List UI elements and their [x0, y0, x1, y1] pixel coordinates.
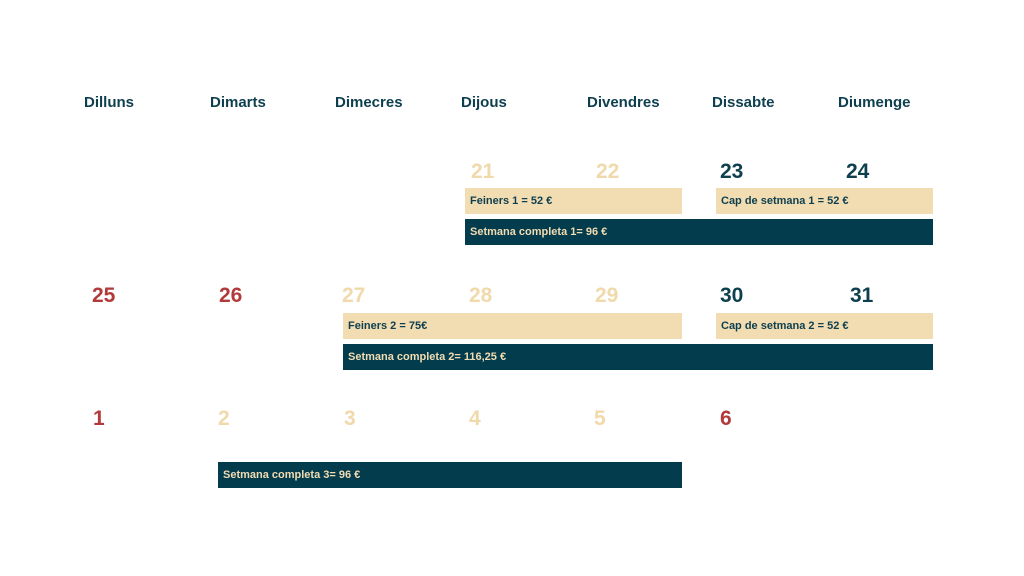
weekday-tuesday: Dimarts	[210, 94, 266, 111]
setmana-completa-2-bar: Setmana completa 2= 116,25 €	[343, 344, 933, 370]
weekday-wednesday: Dimecres	[335, 94, 403, 111]
feiners-2-bar: Feiners 2 = 75€	[343, 313, 682, 339]
day-number: 6	[720, 407, 732, 430]
cap-setmana-1-bar: Cap de setmana 1 = 52 €	[716, 188, 933, 214]
day-number: 23	[720, 160, 744, 183]
day-number: 28	[469, 284, 493, 307]
day-number: 31	[850, 284, 874, 307]
day-number: 24	[846, 160, 870, 183]
weekday-monday: Dilluns	[84, 94, 135, 111]
weekday-friday: Divendres	[587, 94, 660, 111]
day-number: 22	[596, 160, 620, 183]
day-number: 21	[471, 160, 495, 183]
day-number: 27	[342, 284, 366, 307]
day-number: 3	[344, 407, 356, 430]
setmana-completa-3-bar: Setmana completa 3= 96 €	[218, 462, 682, 488]
weekday-saturday: Dissabte	[712, 94, 775, 111]
feiners-1-bar: Feiners 1 = 52 €	[465, 188, 682, 214]
weekday-thursday: Dijous	[461, 94, 507, 111]
day-number: 1	[93, 407, 105, 430]
day-number: 30	[720, 284, 744, 307]
setmana-completa-1-bar: Setmana completa 1= 96 €	[465, 219, 933, 245]
day-number: 25	[92, 284, 116, 307]
weekday-sunday: Diumenge	[838, 94, 911, 111]
cap-setmana-2-bar: Cap de setmana 2 = 52 €	[716, 313, 933, 339]
day-number: 5	[594, 407, 606, 430]
day-number: 29	[595, 284, 619, 307]
day-number: 2	[218, 407, 230, 430]
day-number: 4	[469, 407, 481, 430]
day-number: 26	[219, 284, 243, 307]
